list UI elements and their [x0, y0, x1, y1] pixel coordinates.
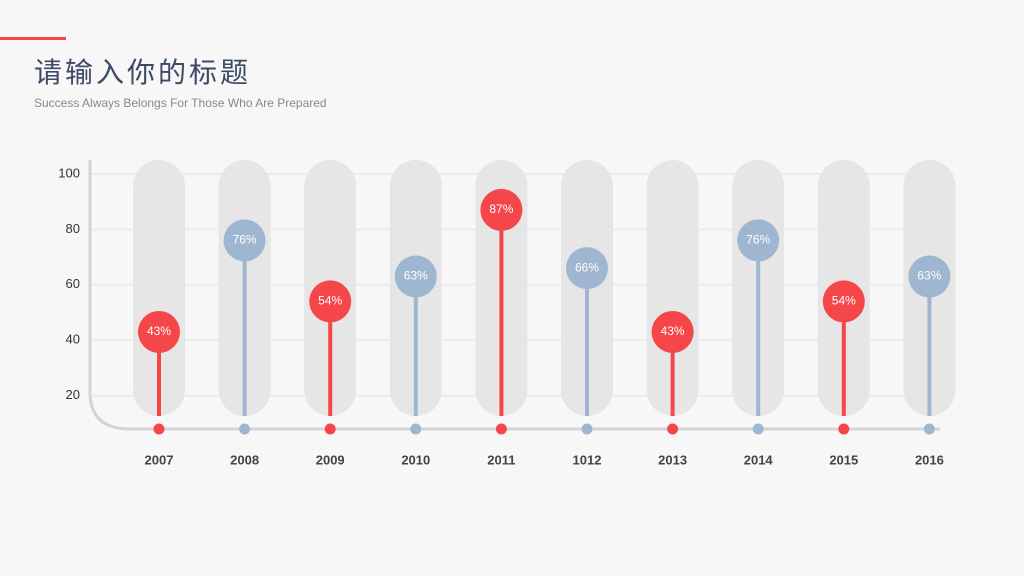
y-tick-label: 80	[66, 221, 80, 236]
value-circle	[480, 188, 523, 231]
value-circle	[138, 310, 180, 353]
base-dot	[667, 423, 679, 435]
value-circle	[651, 310, 694, 353]
base-dot	[153, 423, 165, 435]
base-dot	[410, 423, 422, 435]
value-label: 54%	[318, 294, 342, 308]
x-tick-label: 2016	[915, 452, 944, 467]
y-tick-label: 20	[66, 387, 80, 402]
base-dot	[581, 423, 593, 435]
x-tick-label: 2013	[658, 452, 687, 467]
accent-line	[0, 37, 66, 40]
base-dot	[495, 423, 507, 435]
x-tick-label: 2007	[145, 452, 174, 467]
value-circle	[309, 280, 352, 323]
value-circle	[822, 280, 865, 323]
y-tick-label: 40	[66, 332, 80, 347]
value-label: 76%	[746, 233, 770, 247]
value-label: 63%	[404, 269, 428, 283]
base-dot	[923, 423, 935, 435]
value-label: 43%	[661, 324, 685, 338]
x-tick-label: 2014	[744, 452, 774, 467]
value-label: 63%	[917, 269, 941, 283]
capsule	[646, 160, 699, 416]
value-label: 54%	[832, 294, 856, 308]
capsule	[133, 160, 185, 416]
value-label: 66%	[575, 260, 599, 274]
x-tick-label: 2010	[401, 452, 430, 467]
chart-title: 请输入你的标题	[34, 56, 251, 89]
x-tick-label: 2015	[829, 452, 858, 467]
value-circle	[566, 247, 608, 290]
base-dot	[838, 423, 850, 435]
value-label: 76%	[233, 233, 257, 247]
base-dot	[324, 423, 336, 435]
axis-line	[88, 160, 940, 431]
x-tick-label: 2009	[316, 452, 345, 467]
value-circle	[737, 219, 780, 262]
value-circle	[908, 255, 951, 298]
base-dot	[752, 423, 764, 435]
y-tick-label: 100	[58, 165, 80, 180]
marks: 43% 2007 76% 2008 54% 2009 63% 2010 87% 2011 66% 10…	[138, 188, 951, 467]
value-circle	[223, 219, 266, 262]
x-tick-label: 1012	[573, 452, 602, 467]
x-tick-label: 2008	[230, 452, 259, 467]
y-tick-label: 60	[66, 276, 80, 291]
chart-subtitle: Success Always Belongs For Those Who Are…	[34, 96, 327, 110]
base-dot	[239, 423, 251, 435]
value-label: 43%	[147, 324, 171, 338]
value-label: 87%	[489, 202, 513, 216]
value-circle	[394, 255, 437, 298]
x-tick-label: 2011	[487, 452, 515, 467]
